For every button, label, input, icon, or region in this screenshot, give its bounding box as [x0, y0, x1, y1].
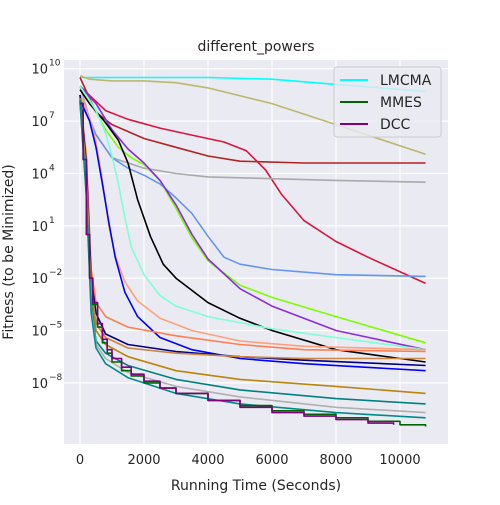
y-tick-label: 10 — [31, 272, 48, 287]
x-tick-label: 8000 — [319, 453, 352, 468]
legend-label-lmcma: LMCMA — [380, 73, 432, 89]
y-axis-label: Fitness (to be Minimized) — [1, 164, 17, 339]
y-tick-exponent: 7 — [49, 111, 55, 121]
y-tick-exponent: −8 — [49, 373, 63, 383]
x-tick-label: 10000 — [379, 453, 420, 468]
grid-lines — [64, 60, 448, 444]
series-line-darkkhaki — [79, 74, 426, 156]
x-tick-labels: 0 2000 4000 6000 8000 10000 — [76, 453, 421, 468]
series-line-cornflowerblue — [79, 94, 426, 278]
y-tick-exponent: 10 — [49, 59, 61, 69]
y-tick-label: 10 — [31, 325, 48, 340]
series-line-lightsalmon — [79, 94, 426, 351]
y-tick-exponent: 1 — [49, 216, 55, 226]
series-lines — [79, 74, 427, 427]
x-axis-label: Running Time (Seconds) — [171, 478, 341, 494]
x-tick-label: 4000 — [191, 453, 224, 468]
series-line-dcc — [80, 102, 395, 425]
y-tick-label: 10 — [31, 115, 48, 130]
legend-label-mmes: MMES — [380, 95, 422, 111]
legend-label-dcc: DCC — [380, 117, 411, 133]
y-tick-label: 10 — [31, 63, 48, 78]
series-line-blue — [79, 99, 426, 372]
x-tick-label: 0 — [76, 453, 84, 468]
series-line-aquamarine — [79, 85, 426, 351]
series-line-blueviolet — [79, 85, 426, 351]
series-line-crimson — [79, 85, 426, 285]
legend: LMCMA MMES DCC — [333, 66, 442, 138]
y-tick-label: 10 — [31, 377, 48, 392]
x-tick-label: 6000 — [255, 453, 288, 468]
y-tick-exponent: −5 — [49, 321, 62, 331]
chart-title: different_powers — [197, 39, 314, 55]
y-tick-label: 10 — [31, 220, 48, 235]
y-tick-exponent: −2 — [49, 268, 62, 278]
legend-box — [333, 66, 442, 138]
y-tick-exponent: 4 — [49, 163, 55, 173]
x-tick-label: 2000 — [127, 453, 160, 468]
y-tick-label: 10 — [31, 167, 48, 182]
series-line-lawngreen — [79, 85, 426, 344]
